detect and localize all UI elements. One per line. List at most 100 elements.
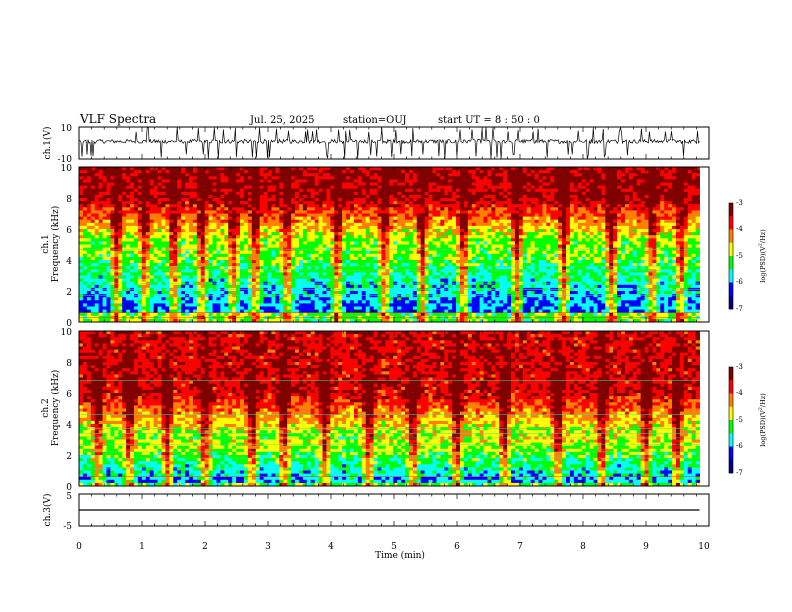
spectrogram-cell (228, 207, 233, 211)
spectrogram-cell (200, 278, 206, 283)
spectrogram-cell (428, 222, 433, 227)
spectrogram-cell (173, 300, 178, 304)
spectrogram-cell (416, 309, 422, 314)
spectrogram-cell (298, 284, 304, 289)
spectrogram-cell (326, 176, 331, 180)
spectrogram-cell (275, 213, 280, 217)
spectrogram-cell (204, 256, 210, 261)
spectrogram-cell (133, 204, 139, 208)
spectrogram-cell (389, 278, 394, 283)
spectrogram-cell (133, 232, 139, 236)
spectrogram-cell (342, 260, 347, 264)
spectrogram-cell (247, 167, 253, 171)
spectrogram-cell (177, 182, 182, 186)
spectrogram-cell (298, 312, 304, 317)
spectrogram-cell (318, 250, 323, 255)
spectrogram-cell (298, 210, 304, 214)
spectrogram-cell (188, 297, 194, 301)
spectrogram-cell (82, 306, 88, 310)
spectrogram-cell (424, 309, 429, 314)
spectrogram-cell (393, 260, 398, 264)
spectrogram-cell (298, 194, 304, 199)
spectrogram-cell (420, 309, 426, 314)
spectrogram-cell (397, 185, 402, 190)
spectrogram-cell (224, 210, 229, 214)
spectrogram-cell (208, 263, 213, 267)
spectrogram-cell (216, 229, 221, 233)
spectrogram-cell (424, 297, 429, 301)
spectrogram-cell (79, 225, 84, 230)
spectrogram-cell (228, 219, 233, 224)
spectrogram-cell (259, 198, 264, 202)
spectrogram-cell (98, 213, 103, 217)
spectrogram-cell (240, 176, 245, 180)
spectrogram-cell (212, 306, 217, 310)
spectrogram-cell (94, 207, 100, 211)
spectrogram-cell (298, 306, 304, 310)
spectrogram-cell (114, 306, 119, 310)
spectrogram-cell (122, 232, 127, 236)
spectrogram-cell (436, 250, 441, 255)
spectrogram-cell (126, 303, 131, 307)
spectrogram-cell (385, 185, 390, 190)
spectrogram-cell (216, 250, 221, 255)
spectrogram-cell (338, 284, 343, 289)
spectrogram-cell (404, 194, 410, 199)
spectrogram-cell (177, 198, 182, 202)
spectrogram-cell (338, 222, 343, 227)
spectrogram-cell (106, 204, 111, 208)
spectrogram-cell (149, 250, 155, 255)
spectrogram-cell (94, 204, 100, 208)
spectrogram-cell (279, 173, 284, 177)
spectrogram-cell (334, 250, 339, 255)
spectrogram-cell (322, 232, 327, 236)
spectrogram-cell (173, 225, 178, 230)
spectrogram-cell (98, 191, 103, 196)
spectrogram-cell (397, 291, 402, 295)
spectrogram-cell (82, 278, 88, 283)
spectrogram-cell (310, 167, 316, 171)
spectrogram-cell (247, 225, 253, 230)
spectrogram-cell (393, 244, 398, 248)
spectrogram-cell (149, 303, 155, 307)
spectrogram-cell (377, 179, 382, 183)
spectrogram-cell (247, 309, 253, 314)
spectrogram-cell (90, 173, 96, 177)
spectrogram-cell (448, 297, 453, 301)
spectrogram-cell (259, 222, 264, 227)
spectrogram-cell (295, 170, 300, 174)
spectrogram-cell (416, 235, 422, 239)
spectrogram-cell (196, 173, 202, 177)
spectrogram-cell (428, 250, 433, 255)
spectrogram-cell (318, 291, 323, 295)
spectrogram-cell (287, 260, 292, 264)
spectrogram-cell (444, 244, 449, 248)
spectrogram-cell (185, 191, 190, 196)
spectrogram-cell (169, 210, 174, 214)
spectrogram-cell (177, 309, 182, 314)
spectrogram-cell (130, 201, 135, 205)
spectrogram-cell (389, 188, 394, 193)
spectrogram-cell (122, 272, 127, 276)
spectrogram-cell (204, 312, 210, 317)
spectrogram-cell (373, 272, 378, 276)
spectrogram-cell (326, 188, 331, 193)
spectrogram-cell (306, 176, 312, 180)
spectrogram-cell (169, 225, 174, 230)
spectrogram-cell (247, 263, 253, 267)
spectrogram-cell (157, 312, 162, 317)
spectrogram-cell (126, 207, 131, 211)
spectrogram-cell (404, 219, 410, 224)
spectrogram-cell (459, 297, 465, 301)
spectrogram-cell (428, 213, 433, 217)
spectrogram-cell (232, 207, 237, 211)
spectrogram-cell (188, 201, 194, 205)
spectrogram-cell (79, 250, 84, 255)
spectrogram-cell (145, 238, 151, 242)
spectrogram-cell (240, 213, 245, 217)
spectrogram-cell (165, 312, 170, 317)
spectrogram-cell (393, 222, 398, 227)
spectrogram-cell (369, 235, 374, 239)
spectrogram-cell (353, 182, 359, 186)
spectrogram-cell (204, 250, 210, 255)
